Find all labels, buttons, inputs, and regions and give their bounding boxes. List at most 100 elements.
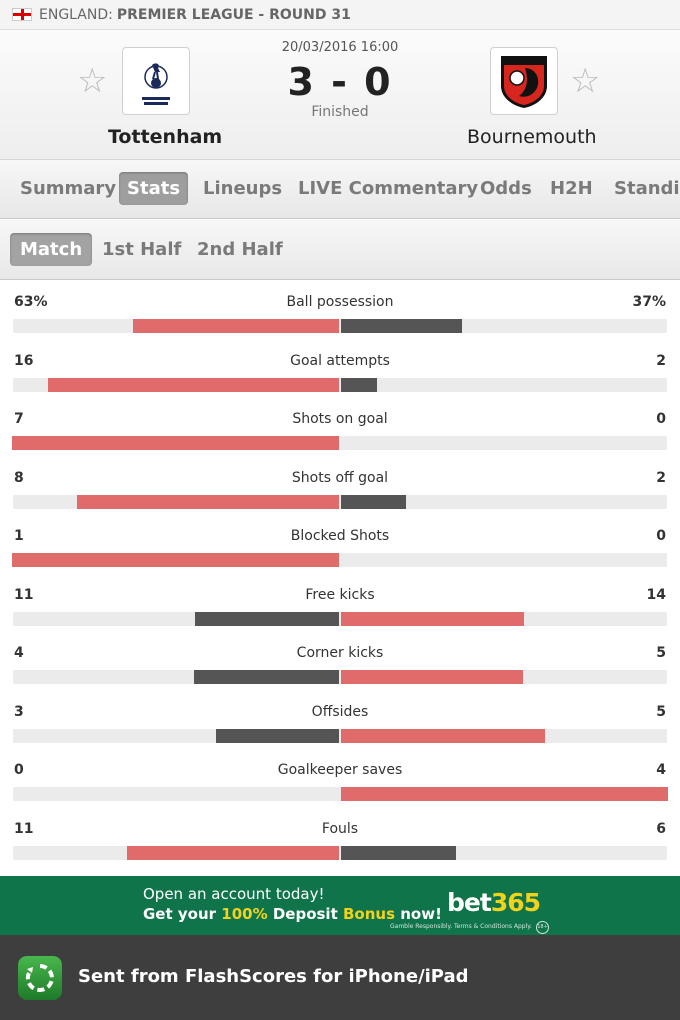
- stat-bar-track: [13, 319, 667, 333]
- stat-home-bar: [48, 377, 339, 392]
- stat-away-value: 2: [656, 352, 666, 369]
- tab-lineups[interactable]: Lineups: [203, 178, 283, 199]
- stat-row: 4 Corner kicks 5: [0, 632, 680, 690]
- stat-row: 7 Shots on goal 0: [0, 398, 680, 456]
- tab-stats[interactable]: Stats: [119, 172, 189, 205]
- main-tabs: Summary Stats Lineups LIVE Commentary Od…: [0, 160, 680, 219]
- stat-away-value: 14: [646, 586, 666, 603]
- stat-home-bar: [12, 553, 339, 567]
- stat-away-value: 37%: [632, 294, 666, 310]
- stat-home-value: 3: [14, 703, 24, 720]
- favorite-home-star-icon[interactable]: ☆: [77, 61, 108, 101]
- stat-label: Goalkeeper saves: [277, 762, 403, 778]
- england-flag-icon: [12, 8, 32, 21]
- bournemouth-crest-icon: [501, 56, 547, 108]
- stat-bar-track: [13, 787, 668, 801]
- stat-row: 16 Goal attempts 2: [0, 340, 680, 398]
- ad-offer-post: now!: [395, 905, 442, 923]
- away-team-name[interactable]: Bournemouth: [467, 126, 597, 148]
- tottenham-crest-icon: [141, 55, 171, 105]
- stat-label: Ball possession: [286, 294, 394, 310]
- stat-away-value: 5: [656, 645, 666, 661]
- stat-row: 11 Fouls 6: [0, 808, 680, 866]
- stat-home-value: 8: [14, 469, 24, 486]
- stat-away-bar: [341, 845, 456, 860]
- stat-home-value: 11: [14, 820, 34, 837]
- stat-away-value: 6: [656, 820, 666, 837]
- subtab-2nd-half[interactable]: 2nd Half: [197, 239, 283, 260]
- bet365-logo: bet365: [447, 888, 541, 917]
- stat-home-value: 1: [14, 528, 24, 544]
- favorite-away-star-icon[interactable]: ☆: [570, 61, 601, 101]
- stat-away-bar: [341, 670, 523, 684]
- home-team-name[interactable]: Tottenham: [108, 126, 223, 148]
- stat-home-value: 0: [14, 762, 24, 778]
- match-header: ☆ Tottenham 20/03/2016 16:00 3 - 0 Finis…: [0, 30, 680, 160]
- stat-away-value: 0: [656, 528, 666, 544]
- stat-label: Shots on goal: [292, 411, 388, 427]
- tab-h2h[interactable]: H2H: [550, 178, 593, 199]
- stat-home-value: 16: [14, 352, 34, 369]
- stat-label: Corner kicks: [296, 645, 384, 661]
- ad-offer: Get your 100% Deposit Bonus now!: [143, 905, 442, 923]
- stat-away-value: 5: [656, 703, 666, 720]
- stat-away-value: 2: [656, 469, 666, 486]
- bournemouth-logo: [490, 47, 558, 115]
- ad-offer-mid: Deposit: [267, 905, 343, 923]
- stat-row: 3 Offsides 5: [0, 691, 680, 749]
- tab-standings[interactable]: Standi: [614, 178, 680, 199]
- match-score: 3 - 0: [287, 60, 393, 104]
- stat-home-bar: [127, 845, 339, 860]
- stat-label: Fouls: [321, 820, 359, 837]
- flashscore-app-icon: [18, 956, 62, 1000]
- stat-label: Blocked Shots: [290, 528, 390, 544]
- stat-label: Offsides: [311, 703, 369, 720]
- bet365-logo-text: bet: [447, 888, 492, 917]
- stat-row: 11 Free kicks 14: [0, 574, 680, 632]
- stat-away-bar: [341, 377, 377, 392]
- country-label: ENGLAND:: [39, 6, 113, 23]
- stat-home-value: 7: [14, 411, 24, 427]
- subtab-1st-half[interactable]: 1st Half: [102, 239, 182, 260]
- match-status: Finished: [311, 104, 369, 120]
- tab-live-commentary[interactable]: LIVE Commentary: [298, 178, 479, 199]
- stat-row: 63% Ball possession 37%: [0, 281, 680, 339]
- stat-bar-track: [13, 611, 667, 626]
- ad-offer-pre: Get your: [143, 905, 222, 923]
- stat-away-bar: [341, 787, 668, 801]
- league-header: ENGLAND: PREMIER LEAGUE - ROUND 31: [0, 0, 680, 30]
- stat-bar-track: [13, 494, 667, 509]
- subtab-match[interactable]: Match: [10, 233, 93, 266]
- flashscore-logo-icon: [25, 964, 54, 992]
- stat-home-bar: [195, 611, 339, 626]
- stat-away-bar: [341, 728, 545, 743]
- stat-home-value: 63%: [14, 294, 48, 310]
- bet365-ad-banner[interactable]: Open an account today! Get your 100% Dep…: [0, 876, 680, 935]
- stat-away-value: 0: [656, 411, 666, 427]
- league-label: PREMIER LEAGUE - ROUND 31: [116, 6, 351, 23]
- stat-home-bar: [133, 319, 339, 333]
- stat-away-bar: [341, 494, 406, 509]
- stat-bar-track: [13, 670, 667, 684]
- stat-bar-track: [12, 436, 667, 450]
- tab-summary[interactable]: Summary: [20, 178, 117, 199]
- stat-label: Free kicks: [305, 586, 375, 603]
- ad-offer-bonus: Bonus: [342, 905, 395, 923]
- stat-home-bar: [77, 494, 339, 509]
- stat-home-value: 11: [14, 586, 34, 603]
- stat-home-bar: [216, 728, 339, 743]
- stat-row: 0 Goalkeeper saves 4: [0, 749, 680, 807]
- share-footer: Sent from FlashScores for iPhone/iPad: [0, 935, 680, 1020]
- footer-text: Sent from FlashScores for iPhone/iPad: [78, 966, 469, 987]
- stat-home-value: 4: [14, 645, 24, 661]
- stat-bar-track: [13, 845, 667, 860]
- ad-small-print: Gamble Responsibly. Terms & Conditions A…: [390, 923, 532, 930]
- stat-label: Shots off goal: [291, 469, 389, 486]
- stat-bar-track: [13, 728, 667, 743]
- stat-away-bar: [341, 319, 462, 333]
- bet365-logo-number: 365: [490, 888, 541, 917]
- tab-odds[interactable]: Odds: [480, 178, 532, 199]
- stat-row: 1 Blocked Shots 0: [0, 515, 680, 573]
- stat-home-bar: [194, 670, 339, 684]
- stat-label: Goal attempts: [290, 352, 390, 369]
